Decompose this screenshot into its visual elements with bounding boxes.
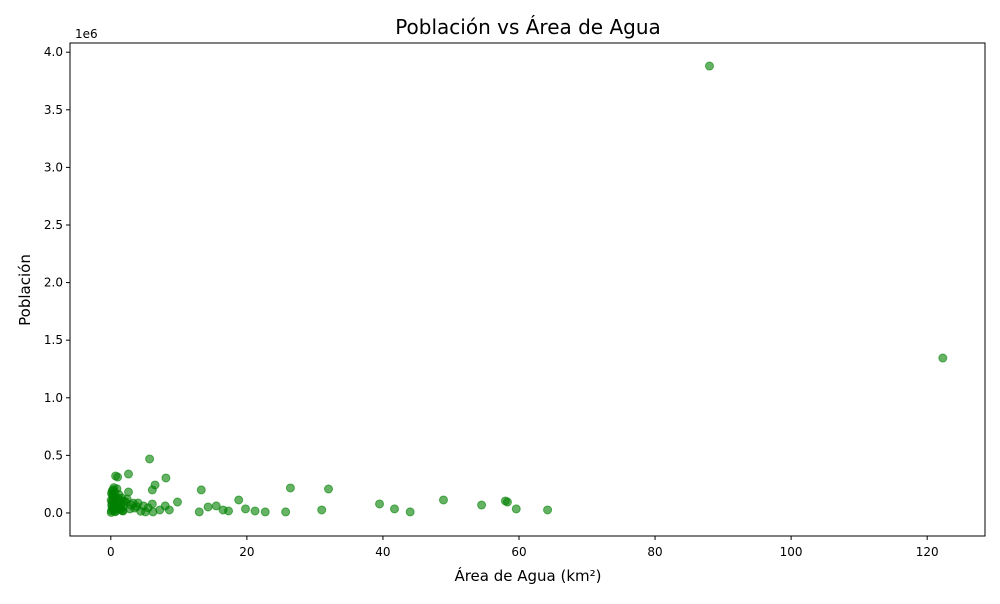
y-tick-label: 1.5 [44, 333, 63, 347]
scatter-point [113, 472, 123, 482]
scatter-point [196, 485, 206, 495]
scatter-point [250, 506, 260, 516]
scatter-point [147, 485, 157, 495]
scatter-point [438, 495, 448, 505]
scatter-point [241, 504, 251, 514]
y-tick-label: 2.5 [44, 218, 63, 232]
y-tick-label: 4.0 [44, 45, 63, 59]
scatter-point [172, 497, 182, 507]
x-tick-label: 60 [511, 545, 526, 559]
plot-frame [69, 42, 986, 537]
scatter-point [143, 503, 153, 513]
scatter-point [317, 505, 327, 515]
scatter-point [108, 491, 118, 501]
scatter-point [234, 495, 244, 505]
y-tick-label: 3.0 [44, 160, 63, 174]
x-tick-label: 40 [375, 545, 390, 559]
scatter-point [124, 469, 134, 479]
scatter-point [161, 473, 171, 483]
chart-title: Población vs Área de Agua [395, 15, 661, 39]
x-tick-label: 120 [916, 545, 939, 559]
scatter-point [281, 507, 291, 517]
y-tick-label: 0.5 [44, 448, 63, 462]
x-tick-label: 80 [647, 545, 662, 559]
scatter-point [324, 484, 334, 494]
scatter-point [145, 454, 155, 464]
y-tick-label: 3.5 [44, 103, 63, 117]
scatter-point [124, 487, 134, 497]
scatter-point [218, 505, 228, 515]
scatter-point [511, 504, 521, 514]
y-offset-label: 1e6 [75, 27, 98, 41]
scatter-point [390, 504, 400, 514]
scatter-point [405, 507, 415, 517]
y-axis-label: Población [16, 254, 34, 326]
scatter-point [704, 61, 714, 71]
x-tick-label: 100 [780, 545, 803, 559]
scatter-point [543, 505, 553, 515]
scatter-point [136, 506, 146, 516]
scatter-point [938, 353, 948, 363]
scatter-point [375, 499, 385, 509]
scatter-point [114, 500, 124, 510]
scatter-point [211, 501, 221, 511]
scatter-point [122, 494, 132, 504]
scatter-point [194, 507, 204, 517]
scatter-point [109, 483, 119, 493]
y-tick-label: 2.0 [44, 276, 63, 290]
scatter-point [203, 502, 213, 512]
x-tick-label: 20 [239, 545, 254, 559]
scatter-point [260, 507, 270, 517]
x-tick-label: 0 [107, 545, 115, 559]
scatter-point [477, 500, 487, 510]
x-axis-label: Área de Agua (km²) [454, 566, 601, 585]
scatter-point [502, 497, 512, 507]
y-tick-label: 0.0 [44, 506, 63, 520]
y-tick-label: 1.0 [44, 391, 63, 405]
scatter-point [285, 483, 295, 493]
